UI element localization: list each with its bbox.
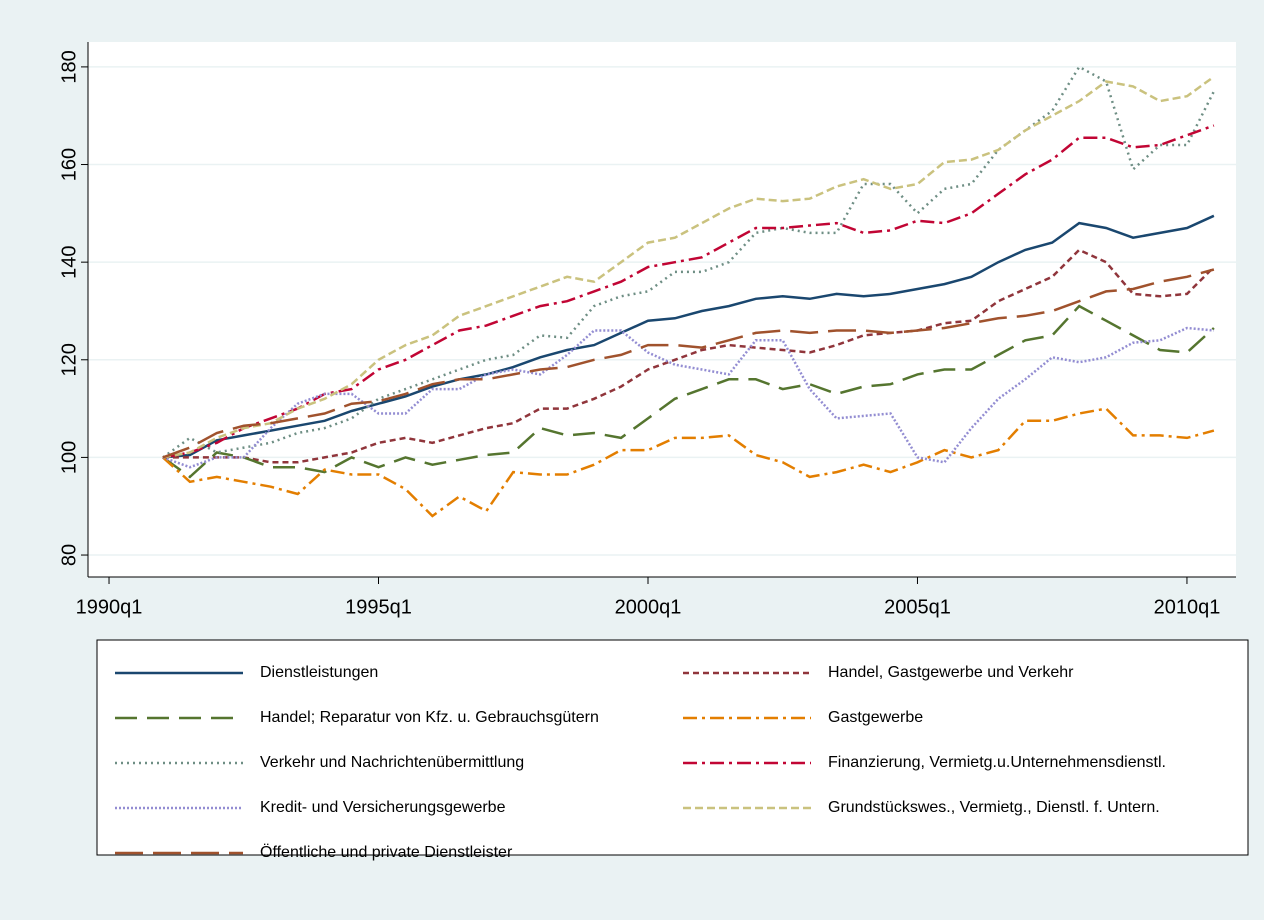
- legend-label: Handel; Reparatur von Kfz. u. Gebrauchsg…: [260, 709, 599, 726]
- series-line: [162, 65, 1216, 459]
- lines: [162, 65, 1216, 518]
- series-line: [162, 214, 1215, 459]
- y-tick-label: 180: [58, 50, 80, 83]
- x-tick-label: 1990q1: [76, 596, 143, 618]
- legend-label: Kredit- und Versicherungsgewerbe: [260, 799, 506, 816]
- plot-area: [88, 42, 1236, 577]
- series-line: [162, 248, 1215, 464]
- legend-label: Öffentliche und private Dienstleister: [260, 843, 513, 861]
- legend-entries: Dienstleistungen Handel, Gastgewerbe und …: [115, 664, 1166, 861]
- series-line: [162, 75, 1215, 459]
- legend-label: Finanzierung, Vermietg.u.Unternehmensdie…: [828, 754, 1166, 771]
- x-tick-label: 2000q1: [615, 596, 682, 618]
- legend-label: Handel, Gastgewerbe und Verkehr: [828, 664, 1074, 681]
- x-tick-label: 2010q1: [1154, 596, 1221, 618]
- y-tick-label: 80: [58, 544, 80, 566]
- legend-label: Verkehr und Nachrichtenübermittlung: [260, 754, 524, 771]
- series-line: [162, 326, 1215, 469]
- legend: [96, 639, 1249, 856]
- legend-label: Gastgewerbe: [828, 709, 923, 726]
- y-tick-label: 120: [58, 343, 80, 376]
- y-tick-label: 140: [58, 245, 80, 278]
- x-tick-label: 2005q1: [884, 596, 951, 618]
- x-tick-label: 1995q1: [345, 596, 412, 618]
- series-line: [162, 407, 1215, 518]
- series-line: [162, 304, 1215, 479]
- y-tick-label: 100: [58, 441, 80, 474]
- legend-label: Grundstückswes., Vermietg., Dienstl. f. …: [828, 799, 1160, 816]
- y-tick-label: 160: [58, 148, 80, 181]
- series-line: [162, 268, 1215, 459]
- legend-label: Dienstleistungen: [260, 664, 378, 681]
- axes: 80 100 120 140 160 180 1990q1 1995q1 2000q1 2005q…: [58, 42, 1236, 618]
